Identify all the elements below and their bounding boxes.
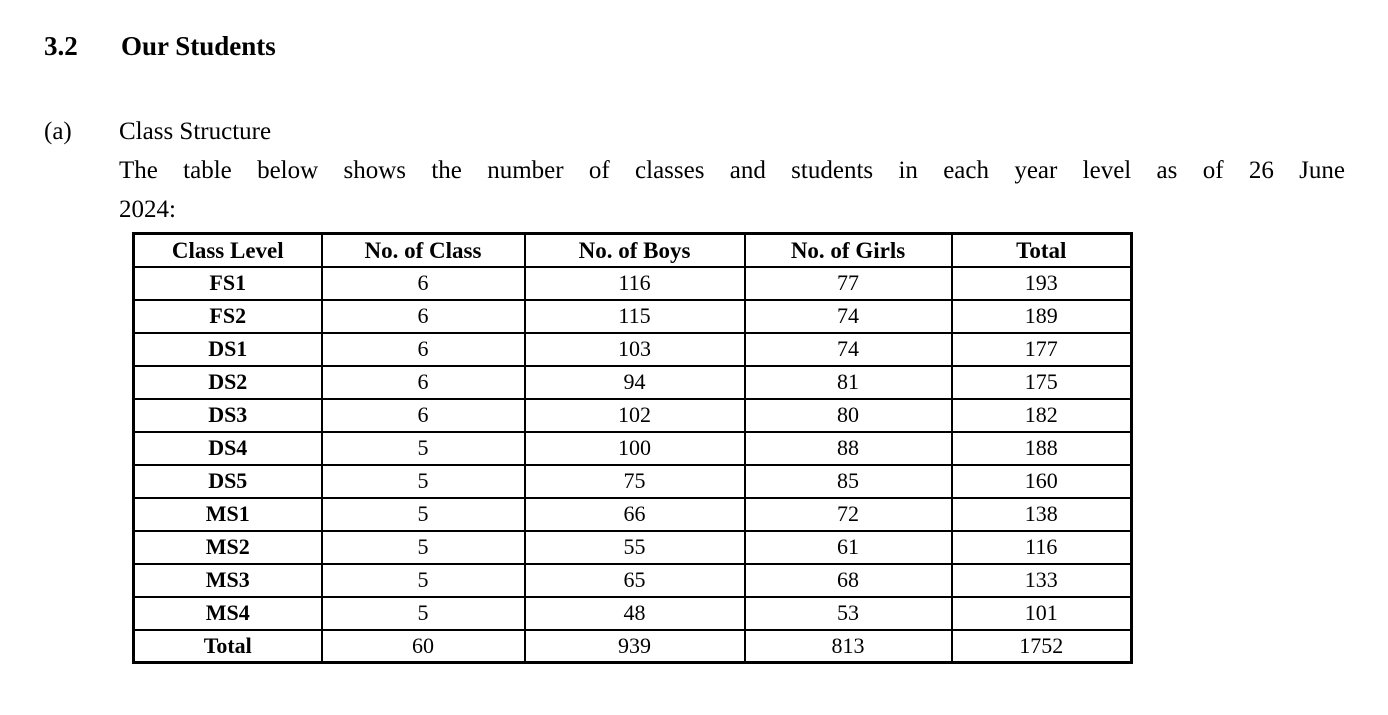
cell: 68 [743, 562, 953, 598]
cell: 74 [743, 298, 953, 334]
cell: 77 [743, 265, 953, 301]
cell: 72 [743, 496, 953, 532]
cell: 80 [743, 397, 953, 433]
row-label: FS1 [132, 265, 323, 301]
cell: 60 [320, 628, 526, 664]
cell: 5 [320, 430, 526, 466]
column-header-class-level: Class Level [132, 232, 323, 268]
cell: 55 [523, 529, 746, 565]
cell: 103 [523, 331, 746, 367]
cell: 177 [950, 331, 1133, 367]
cell: 939 [523, 628, 746, 664]
cell: 100 [523, 430, 746, 466]
cell: 6 [320, 331, 526, 367]
cell: 53 [743, 595, 953, 631]
table-row: FS2 6 115 74 189 [132, 298, 1133, 334]
cell: 102 [523, 397, 746, 433]
cell: 101 [950, 595, 1133, 631]
cell: 48 [523, 595, 746, 631]
cell: 115 [523, 298, 746, 334]
cell: 5 [320, 529, 526, 565]
section-title: Our Students [121, 31, 276, 61]
column-header-no-of-class: No. of Class [320, 232, 526, 268]
row-label: DS1 [132, 331, 323, 367]
column-header-total: Total [950, 232, 1133, 268]
cell: 6 [320, 265, 526, 301]
table-row: MS1 5 66 72 138 [132, 496, 1133, 532]
row-label: Total [132, 628, 323, 664]
table-total-row: Total 60 939 813 1752 [132, 628, 1133, 664]
cell: 193 [950, 265, 1133, 301]
cell: 5 [320, 463, 526, 499]
cell: 85 [743, 463, 953, 499]
cell: 75 [523, 463, 746, 499]
row-label: DS2 [132, 364, 323, 400]
row-label: MS3 [132, 562, 323, 598]
table-row: MS3 5 65 68 133 [132, 562, 1133, 598]
cell: 61 [743, 529, 953, 565]
cell: 133 [950, 562, 1133, 598]
row-label: DS4 [132, 430, 323, 466]
cell: 5 [320, 496, 526, 532]
table-body: FS1 6 116 77 193 FS2 6 115 74 189 DS1 6 103 74 177 DS2 6… [132, 265, 1133, 664]
cell: 116 [950, 529, 1133, 565]
item-title: Class Structure [119, 118, 272, 145]
table-row: DS1 6 103 74 177 [132, 331, 1133, 367]
table-row: DS4 5 100 88 188 [132, 430, 1133, 466]
item-content: Class Structure The table below shows th… [119, 112, 1345, 229]
cell: 188 [950, 430, 1133, 466]
row-label: DS5 [132, 463, 323, 499]
paragraph-line-2: 2024: [119, 196, 176, 223]
cell: 81 [743, 364, 953, 400]
column-header-no-of-boys: No. of Boys [523, 232, 746, 268]
table-row: MS2 5 55 61 116 [132, 529, 1133, 565]
cell: 88 [743, 430, 953, 466]
cell: 94 [523, 364, 746, 400]
table-row: DS3 6 102 80 182 [132, 397, 1133, 433]
cell: 65 [523, 562, 746, 598]
cell: 175 [950, 364, 1133, 400]
cell: 116 [523, 265, 746, 301]
cell: 6 [320, 397, 526, 433]
table-row: DS5 5 75 85 160 [132, 463, 1133, 499]
item-label: (a) [44, 118, 72, 145]
column-header-no-of-girls: No. of Girls [743, 232, 953, 268]
table-row: DS2 6 94 81 175 [132, 364, 1133, 400]
cell: 189 [950, 298, 1133, 334]
cell: 6 [320, 298, 526, 334]
cell: 6 [320, 364, 526, 400]
cell: 5 [320, 595, 526, 631]
item-block: (a) Class Structure The table below show… [44, 112, 1345, 229]
cell: 66 [523, 496, 746, 532]
cell: 1752 [950, 628, 1133, 664]
table-row: FS1 6 116 77 193 [132, 265, 1133, 301]
cell: 138 [950, 496, 1133, 532]
cell: 813 [743, 628, 953, 664]
row-label: MS4 [132, 595, 323, 631]
row-label: DS3 [132, 397, 323, 433]
cell: 5 [320, 562, 526, 598]
class-structure-table: Class Level No. of Class No. of Boys No. of… [132, 232, 1133, 664]
row-label: MS2 [132, 529, 323, 565]
table-row: MS4 5 48 53 101 [132, 595, 1133, 631]
section-heading: 3.2 Our Students [44, 28, 1345, 64]
table-header-row: Class Level No. of Class No. of Boys No. of… [132, 232, 1133, 268]
row-label: FS2 [132, 298, 323, 334]
table-container: Class Level No. of Class No. of Boys No. of… [132, 232, 1345, 664]
cell: 160 [950, 463, 1133, 499]
cell: 182 [950, 397, 1133, 433]
cell: 74 [743, 331, 953, 367]
row-label: MS1 [132, 496, 323, 532]
paragraph-line-1: The table below shows the number of clas… [119, 157, 1345, 184]
section-number: 3.2 [44, 31, 78, 61]
